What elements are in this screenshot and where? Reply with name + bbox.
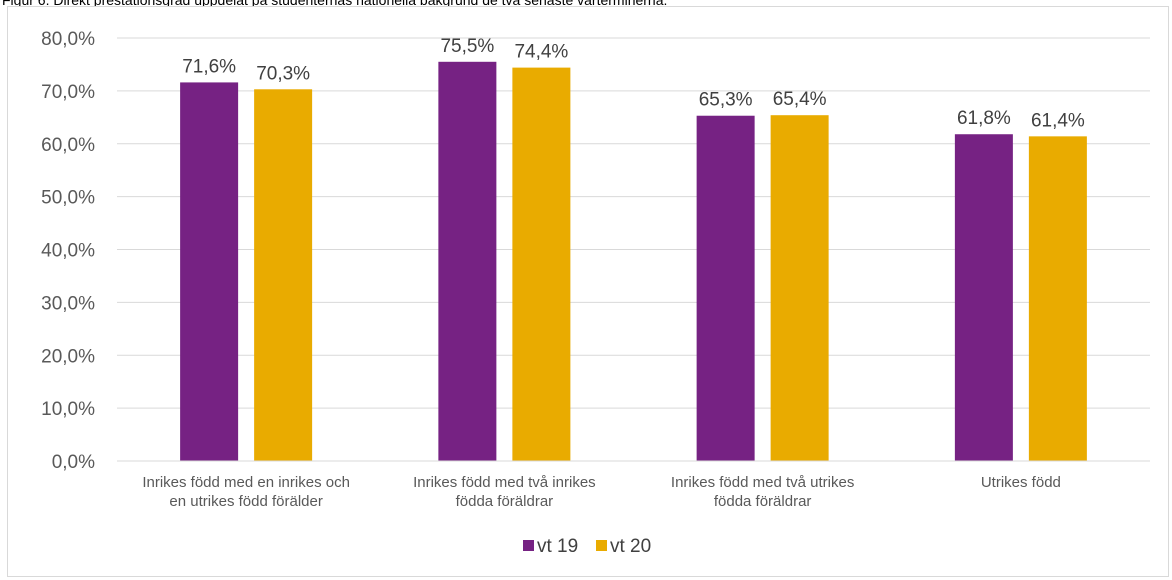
legend-label: vt 20 <box>610 536 651 557</box>
y-tick-label: 70,0% <box>41 82 95 103</box>
x-tick-line: Inrikes född med en inrikes och <box>142 474 350 491</box>
y-tick-label: 40,0% <box>41 241 95 262</box>
x-tick-label: Utrikes född <box>981 474 1061 491</box>
bar <box>512 67 571 462</box>
data-label: 71,6% <box>182 56 236 77</box>
bar <box>254 89 313 461</box>
legend-swatch <box>596 540 607 551</box>
data-label: 65,3% <box>699 90 753 111</box>
x-tick-label: Inrikes född med en inrikes och en utrike… <box>142 474 350 510</box>
legend-label: vt 19 <box>537 536 578 557</box>
bar <box>954 134 1013 462</box>
x-tick-line: Inrikes född med två utrikes <box>671 474 854 491</box>
bar <box>180 82 239 461</box>
data-label: 61,4% <box>1031 110 1085 131</box>
bar <box>1028 136 1087 461</box>
x-tick-line: födda föräldrar <box>714 493 812 510</box>
y-tick-label: 30,0% <box>41 293 95 314</box>
y-tick-label: 20,0% <box>41 346 95 367</box>
y-tick-label: 60,0% <box>41 135 95 156</box>
bar <box>770 115 829 461</box>
figure-caption: Figur 6. Direkt prestationsgrad uppdelat… <box>2 0 668 8</box>
bar <box>696 115 755 461</box>
x-tick-label: Inrikes född med två utrikes födda föräld… <box>671 474 854 510</box>
data-label: 70,3% <box>256 63 310 84</box>
y-tick-label: 80,0% <box>41 29 95 50</box>
legend-swatch <box>523 540 534 551</box>
bar <box>438 61 497 461</box>
data-label: 61,8% <box>957 108 1011 129</box>
x-tick-line: Inrikes född med två inrikes <box>413 474 596 491</box>
x-tick-line: födda föräldrar <box>456 493 554 510</box>
x-tick-label: Inrikes född med två inrikes födda föräld… <box>413 474 596 510</box>
data-label: 74,4% <box>514 42 568 63</box>
y-tick-label: 50,0% <box>41 188 95 209</box>
x-tick-line: en utrikes född förälder <box>169 493 322 510</box>
y-tick-label: 10,0% <box>41 399 95 420</box>
data-label: 65,4% <box>773 89 827 110</box>
data-label: 75,5% <box>440 36 494 57</box>
y-tick-label: 0,0% <box>52 452 95 473</box>
x-tick-line: Utrikes född <box>981 474 1061 491</box>
